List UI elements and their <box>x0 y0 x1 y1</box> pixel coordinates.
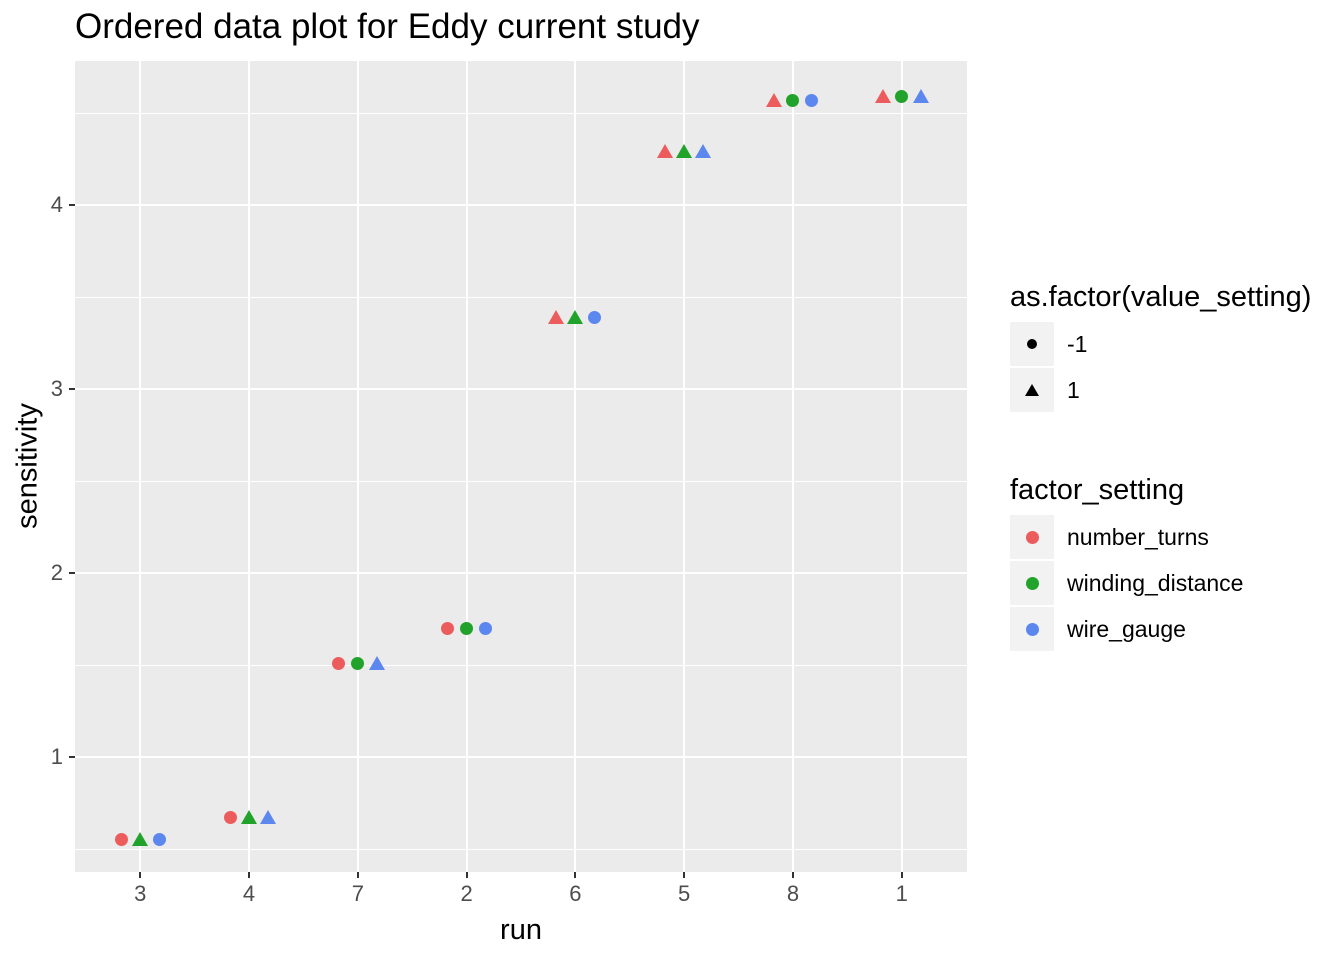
circle-marker-icon <box>1027 339 1037 349</box>
x-tick-label: 4 <box>242 881 256 906</box>
x-tick-mark <box>139 872 142 878</box>
x-axis-title: run <box>500 914 542 946</box>
legend-value-setting: as.factor(value_setting) -1 1 <box>1010 281 1311 414</box>
x-gridline-major <box>139 61 142 872</box>
x-tick-label: 3 <box>134 881 147 906</box>
legend-key <box>1010 607 1054 651</box>
legend-entry: 1 <box>1010 368 1311 412</box>
x-tick-label: 7 <box>351 881 364 906</box>
y-tick-label: 1 <box>50 744 63 769</box>
data-point <box>460 621 474 635</box>
y-tick-mark <box>69 756 75 758</box>
circle-marker-icon <box>1025 530 1039 544</box>
legend-title: as.factor(value_setting) <box>1010 281 1312 313</box>
data-point <box>132 832 149 847</box>
y-gridline-minor <box>75 664 967 666</box>
plot-panel <box>75 61 967 872</box>
x-tick-mark <box>683 872 686 878</box>
y-gridline-minor <box>75 480 967 482</box>
circle-marker-icon <box>1025 576 1039 590</box>
x-tick-mark <box>900 872 903 878</box>
data-point <box>114 833 128 847</box>
data-point <box>441 621 455 635</box>
legend-entry-label: number_turns <box>1067 523 1209 550</box>
plot-title: Ordered data plot for Eddy current study <box>75 7 700 46</box>
x-tick-mark <box>248 872 251 878</box>
data-point <box>765 92 782 107</box>
y-tick-label: 4 <box>50 192 63 218</box>
data-point <box>874 89 891 103</box>
data-point <box>676 144 693 159</box>
x-gridline-major <box>356 61 359 872</box>
data-point <box>152 833 166 847</box>
x-gridline-major <box>683 61 686 872</box>
y-axis-title: sensitivity <box>11 403 44 529</box>
x-gridline-major <box>248 61 251 872</box>
x-tick-mark <box>465 872 468 878</box>
legend-entry: -1 <box>1010 322 1311 366</box>
y-tick-mark <box>69 572 75 575</box>
legend-key <box>1010 515 1054 559</box>
y-gridline-major <box>75 388 967 391</box>
data-point <box>587 310 601 324</box>
y-gridline-major <box>75 204 967 207</box>
data-point <box>351 656 365 670</box>
legend-entry-label: wire_gauge <box>1067 615 1186 642</box>
data-point <box>567 309 584 324</box>
x-tick-label: 1 <box>895 881 908 906</box>
legend-key <box>1010 368 1054 412</box>
legend-entry-label: winding_distance <box>1067 569 1244 596</box>
x-tick-label: 5 <box>678 881 691 906</box>
x-gridline-major <box>900 61 903 872</box>
data-point <box>657 144 674 159</box>
data-point <box>332 656 346 670</box>
y-gridline-major <box>75 756 967 758</box>
x-tick-label: 8 <box>786 881 800 906</box>
legend-key <box>1010 561 1054 605</box>
data-point <box>223 811 237 825</box>
data-point <box>241 810 258 825</box>
data-point <box>368 655 385 670</box>
triangle-marker-icon <box>1025 384 1039 396</box>
data-point <box>260 810 277 825</box>
x-tick-mark <box>356 872 359 878</box>
data-point <box>786 93 800 107</box>
legend-entry-label: -1 <box>1067 330 1088 357</box>
y-tick-mark <box>69 204 75 207</box>
y-tick-label: 2 <box>50 560 63 586</box>
y-gridline-minor <box>75 848 967 850</box>
legend-entry: wire_gauge <box>1010 607 1243 651</box>
y-gridline-minor <box>75 296 967 298</box>
legend-key <box>1010 322 1054 366</box>
legend-factor-setting: factor_setting number_turns winding_dist… <box>1010 474 1243 653</box>
legend-entry: winding_distance <box>1010 561 1243 605</box>
legend-entry: number_turns <box>1010 515 1243 559</box>
data-point <box>805 93 819 107</box>
y-gridline-minor <box>75 112 967 114</box>
y-gridline-major <box>75 572 967 575</box>
y-tick-mark <box>69 388 75 391</box>
data-point <box>912 89 929 103</box>
legend-title: factor_setting <box>1010 474 1185 506</box>
x-gridline-major <box>791 61 794 872</box>
x-tick-mark <box>574 872 577 878</box>
data-point <box>548 309 565 324</box>
y-tick-label: 3 <box>50 376 63 402</box>
x-tick-mark <box>791 872 794 878</box>
x-tick-label: 2 <box>460 881 473 906</box>
data-point <box>895 90 909 103</box>
data-point <box>695 144 712 159</box>
x-gridline-major <box>465 61 468 872</box>
data-point <box>479 621 493 635</box>
x-tick-label: 6 <box>569 881 582 906</box>
legend-entry-label: 1 <box>1067 376 1080 403</box>
circle-marker-icon <box>1025 622 1039 636</box>
x-gridline-major <box>574 61 577 872</box>
